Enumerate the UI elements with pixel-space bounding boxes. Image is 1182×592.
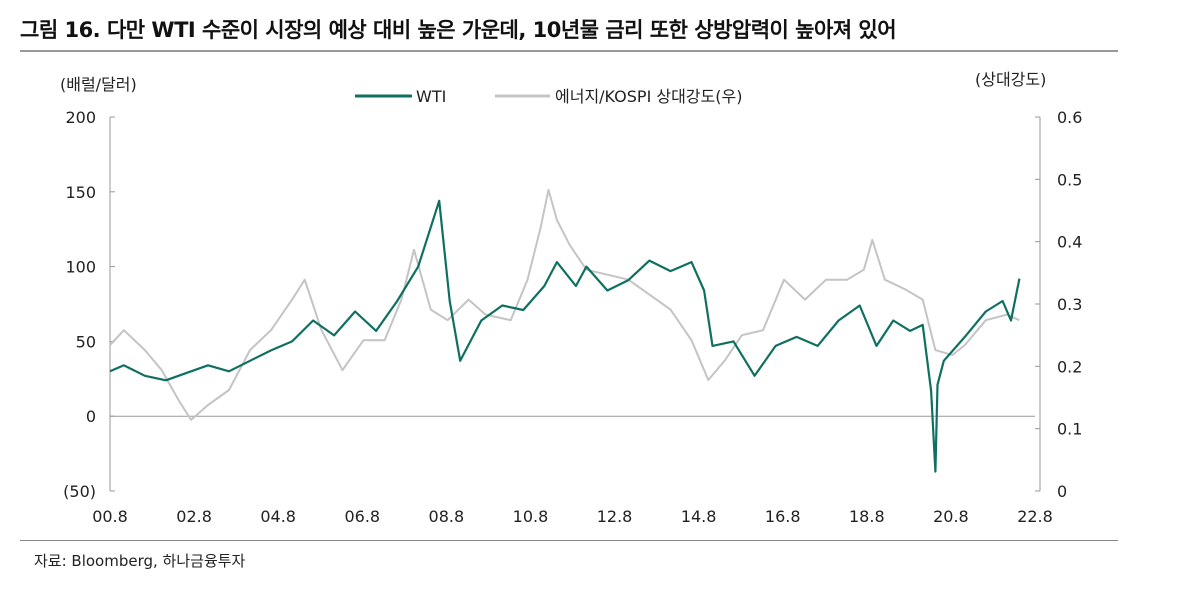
right-tick-label: 0.1	[1057, 420, 1082, 439]
series-line-energy-kospi	[109, 188, 1020, 421]
bottom-divider	[20, 540, 1118, 541]
x-tick-label: 00.8	[92, 507, 128, 526]
x-tick-label: 12.8	[597, 507, 633, 526]
x-tick-label: 18.8	[849, 507, 885, 526]
legend-label-wti: WTI	[416, 87, 446, 106]
title-divider	[20, 50, 1118, 52]
right-tick-label: 0.6	[1057, 108, 1082, 127]
right-tick-label: 0.4	[1057, 233, 1082, 252]
left-tick-label: (50)	[63, 482, 96, 501]
right-tick-label: 0	[1057, 482, 1067, 501]
x-tick-label: 08.8	[429, 507, 465, 526]
left-tick-label: 150	[65, 183, 96, 202]
legend-label-energy-kospi: 에너지/KOSPI 상대강도(우)	[555, 87, 742, 106]
left-tick-label: 100	[65, 258, 96, 277]
x-tick-label: 10.8	[513, 507, 549, 526]
right-tick-label: 0.5	[1057, 170, 1082, 189]
source-note: 자료: Bloomberg, 하나금융투자	[34, 552, 246, 570]
x-tick-label: 20.8	[933, 507, 969, 526]
left-tick-label: 0	[86, 407, 96, 426]
series-line-wti	[109, 199, 1021, 473]
x-tick-label: 06.8	[344, 507, 380, 526]
right-tick-label: 0.2	[1057, 357, 1082, 376]
left-tick-label: 50	[76, 332, 96, 351]
x-tick-label: 14.8	[681, 507, 717, 526]
x-tick-label: 22.8	[1017, 507, 1053, 526]
right-axis-label: (상대강도)	[975, 70, 1046, 89]
x-tick-label: 04.8	[260, 507, 296, 526]
x-tick-label: 02.8	[176, 507, 212, 526]
left-axis-label: (배럴/달러)	[60, 75, 137, 94]
chart-title: 그림 16. 다만 WTI 수준이 시장의 예상 대비 높은 가운데, 10년물…	[20, 18, 897, 42]
right-tick-label: 0.3	[1057, 295, 1082, 314]
x-tick-label: 16.8	[765, 507, 801, 526]
left-tick-label: 200	[65, 108, 96, 127]
